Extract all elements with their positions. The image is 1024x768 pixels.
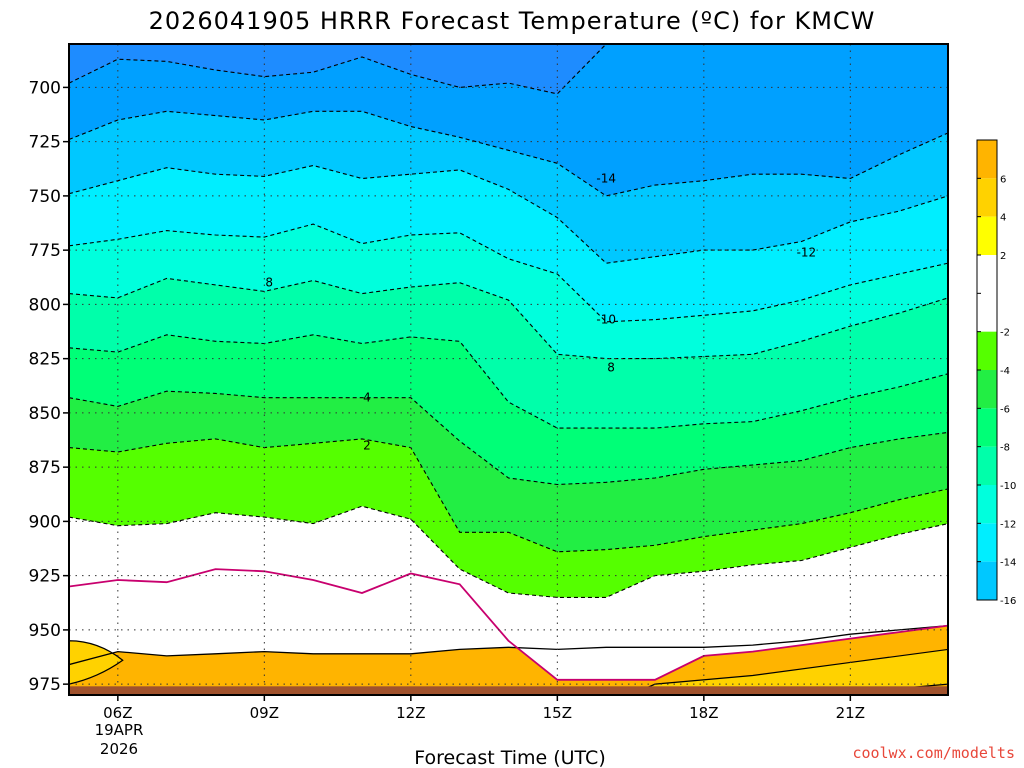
colorbar-tick-label: -2 <box>1000 328 1010 339</box>
y-tick-label: 750 <box>29 187 61 207</box>
colorbar-tick-label: -4 <box>1000 366 1010 377</box>
band-below--18 <box>69 44 948 94</box>
contour-label: 8 <box>607 360 615 374</box>
isotherm--16 <box>69 110 948 197</box>
colorbar-swatch <box>977 331 997 370</box>
y-tick-label: 975 <box>29 675 61 695</box>
contour-label: 8 <box>265 276 273 290</box>
colorbar-swatch <box>977 178 997 217</box>
plot-frame <box>68 43 949 696</box>
y-tick-label: 875 <box>29 458 61 478</box>
colorbar-swatch <box>977 140 997 179</box>
isotherm-2 <box>69 624 948 666</box>
isotherm--4 <box>69 438 948 553</box>
y-tick-label: 775 <box>29 241 61 261</box>
x-axis-label: Forecast Time (UTC) <box>414 747 605 768</box>
colorbar-swatch <box>977 293 997 332</box>
colorbar-swatch <box>977 561 997 600</box>
contour-label: -10 <box>596 313 616 327</box>
y-tick-label: 850 <box>29 404 61 424</box>
colorbar-tick-label: -12 <box>1000 519 1016 530</box>
band-below--16 <box>69 44 948 196</box>
colorbar-tick-label: 4 <box>1000 213 1006 224</box>
colorbar-tick-label: -10 <box>1000 481 1016 492</box>
colorbar-tick-label: -14 <box>1000 558 1016 569</box>
y-tick-label: 950 <box>29 621 61 641</box>
colorbar-tick-label: 6 <box>1000 174 1006 185</box>
colorbar-tick-label: -16 <box>1000 596 1016 607</box>
y-axis: 700 725 750 775 800 825 850 875 900 925 950 975 <box>29 78 69 695</box>
band-warm-pocket-right <box>630 649 948 695</box>
x-tick-label: 12Z <box>396 704 425 722</box>
y-tick-label: 825 <box>29 350 61 370</box>
x-tick-label: 18Z <box>689 704 718 722</box>
isotherm--14 <box>69 164 948 264</box>
colorbar-swatch <box>977 523 997 562</box>
colorbar-tick-label: 2 <box>1000 251 1006 262</box>
credit-text: coolwx.com/modelts <box>852 744 1015 762</box>
contour-label: -14 <box>596 172 616 186</box>
chart-title: 2026041905 HRRR Forecast Temperature (ºC… <box>149 7 876 35</box>
colorbar-swatch <box>977 485 997 524</box>
plot-area: -14 -12 8 -10 8 4 2 <box>68 43 949 696</box>
x-date-label-day: 19APR <box>95 721 144 739</box>
x-axis: 19APR 2026 06Z 09Z 12Z 15Z 18Z 21Z <box>95 695 865 758</box>
colorbar-swatch <box>977 216 997 255</box>
y-tick-label: 900 <box>29 512 61 532</box>
x-tick-label: 21Z <box>836 704 865 722</box>
isotherm--6 <box>69 390 948 486</box>
contour-label: 4 <box>363 391 371 405</box>
isotherm--12 <box>69 223 948 323</box>
x-tick-label: 09Z <box>250 704 279 722</box>
isotherm-0 <box>69 568 948 681</box>
isotherm--8 <box>69 334 948 429</box>
contour-label: 2 <box>363 438 371 452</box>
y-tick-label: 800 <box>29 295 61 315</box>
colorbar-swatch <box>977 255 997 294</box>
y-tick-label: 700 <box>29 78 61 98</box>
x-tick-label: 15Z <box>543 704 572 722</box>
colorbar-tick-label: -6 <box>1000 404 1010 415</box>
isotherm--10 <box>69 277 948 360</box>
y-tick-label: 725 <box>29 133 61 153</box>
x-tick-label: 06Z <box>103 704 132 722</box>
gridlines <box>69 44 948 695</box>
colorbar: 6 4 2 -2 -4 -6 -8 -10 -12 -14 -16 <box>976 139 1016 607</box>
y-tick-label: 925 <box>29 567 61 587</box>
band-warm-pocket-left <box>69 640 124 685</box>
x-date-label-year: 2026 <box>100 740 138 758</box>
contour-label: -12 <box>797 245 817 259</box>
ground <box>69 686 948 695</box>
colorbar-swatch <box>977 370 997 409</box>
isotherm--2 <box>69 505 948 598</box>
colorbar-swatch <box>977 446 997 485</box>
colorbar-tick-label: -8 <box>1000 443 1010 454</box>
colorbar-swatch <box>977 408 997 447</box>
